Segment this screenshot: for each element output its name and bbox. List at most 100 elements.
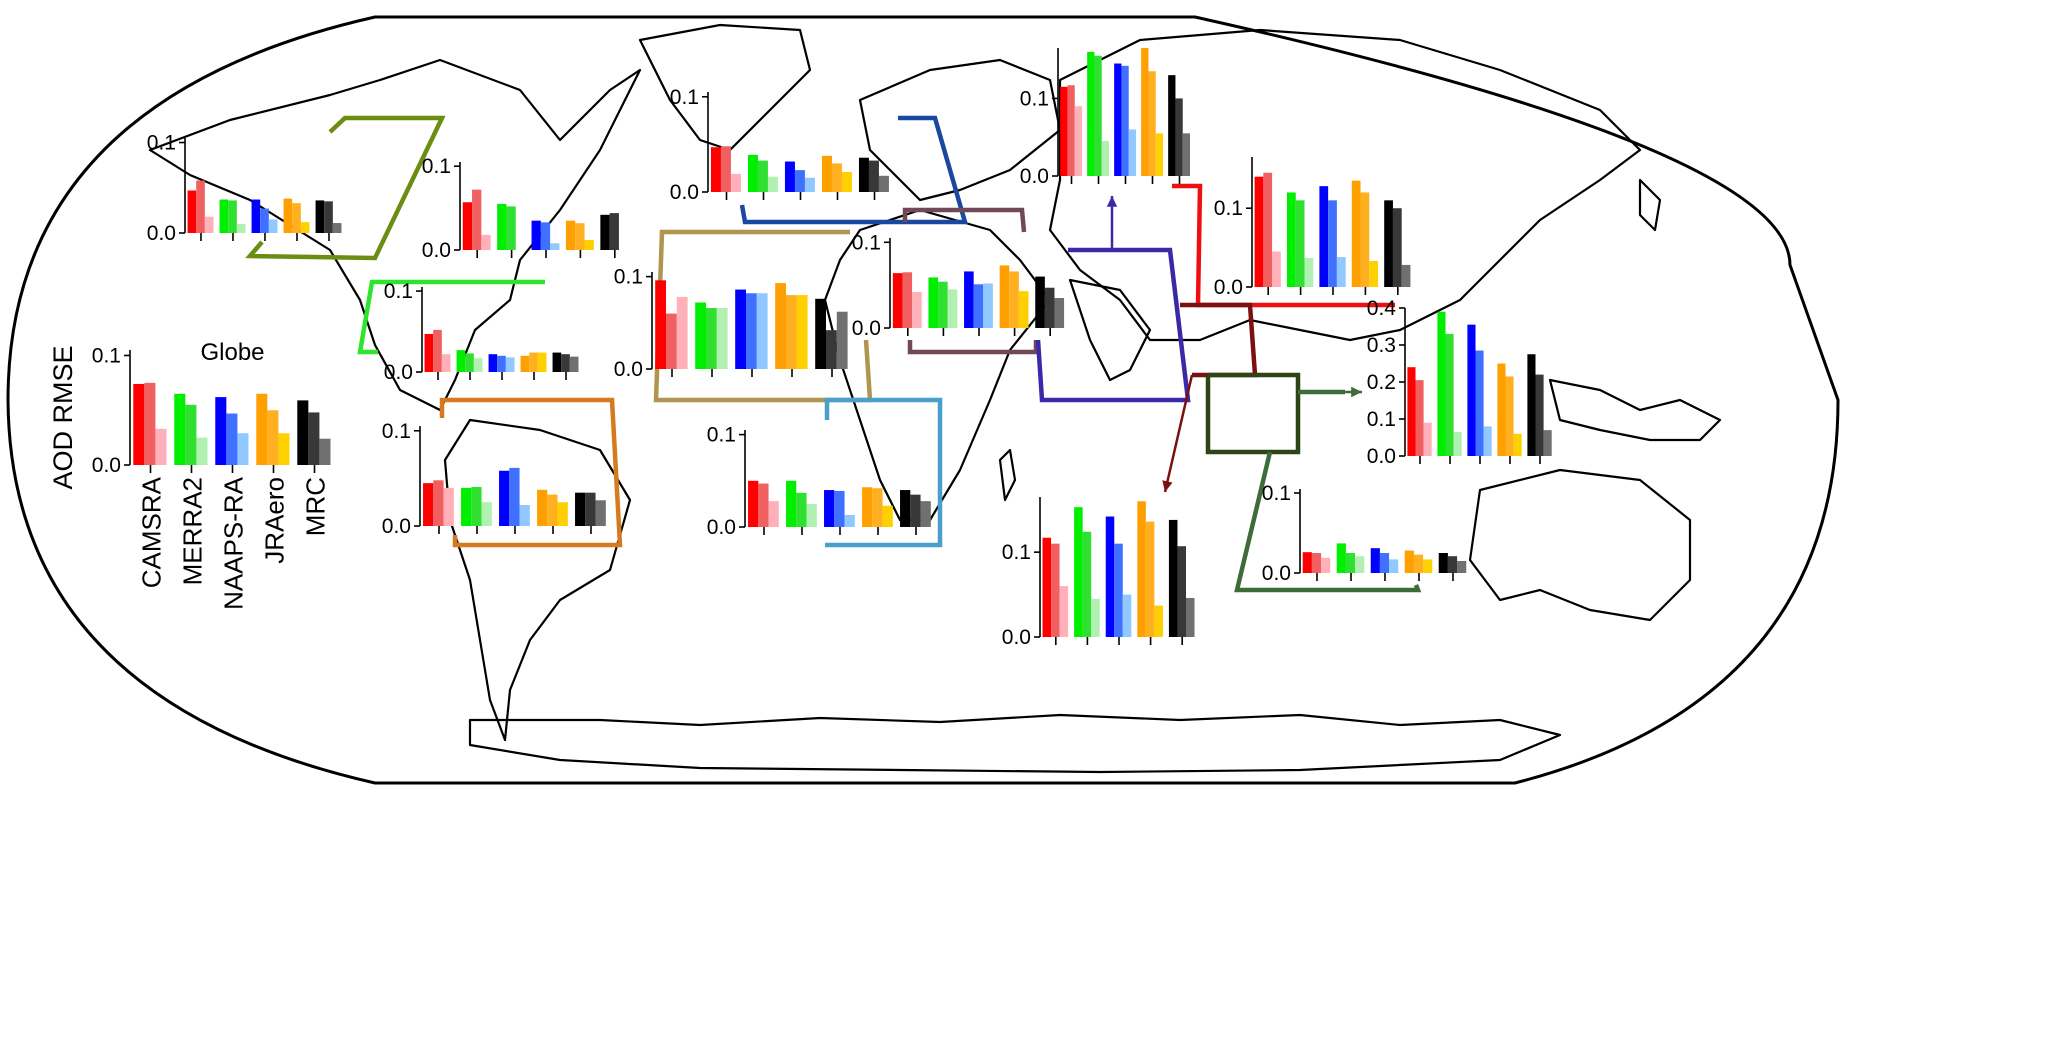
bar-jraero-1 [575, 223, 585, 250]
bar-naaps-ra-0 [735, 289, 746, 369]
bar-naaps-ra-1 [1328, 200, 1337, 287]
y-tick-label: 0.1 [422, 155, 451, 178]
connector-middle-east [902, 207, 1027, 233]
bar-jraero-2 [1513, 433, 1522, 456]
bar-naaps-ra-2 [756, 293, 768, 369]
bar-camsra-1 [758, 483, 769, 527]
bar-naaps-ra-1 [794, 170, 805, 192]
bar-jraero-1 [831, 163, 842, 192]
bar-camsra-1 [902, 272, 913, 328]
north-america-coast [148, 58, 642, 412]
y-tick-label: 0.1 [382, 420, 411, 443]
bar-camsra-0 [462, 202, 473, 250]
bar-naaps-ra-2 [519, 505, 530, 526]
bar-camsra-1 [1263, 172, 1273, 287]
world-map [6, 15, 1840, 785]
y-tick-label: 0.0 [382, 515, 411, 538]
bar-merra2-1 [1345, 553, 1356, 573]
bar-camsra-1 [666, 313, 677, 369]
bar-jraero-0 [520, 355, 530, 372]
bar-mrc-1 [585, 492, 596, 526]
y-tick-label: 0.0 [384, 361, 413, 384]
bar-merra2-2 [1091, 598, 1100, 637]
bar-mrc-1 [609, 213, 619, 250]
bar-jraero-1 [1505, 376, 1514, 456]
bar-naaps-ra-0 [1370, 548, 1380, 573]
bar-naaps-ra-1 [746, 293, 757, 369]
bar-jraero-0 [565, 220, 576, 250]
y-tick-label: 0.1 [614, 266, 643, 289]
y-tick-label: 0.0 [422, 239, 451, 262]
bar-mrc-0 [1035, 276, 1045, 328]
bar-camsra-2 [441, 354, 451, 372]
model-label-naaps-ra: NAAPS-RA [219, 476, 249, 610]
bar-camsra-0 [1060, 86, 1068, 176]
bar-mrc-0 [552, 352, 562, 372]
model-label-jraero: JRAero [260, 477, 290, 564]
model-name-labels: AOD RMSE CAMSRA MERRA2 NAAPS-RA JRAero MRC [48, 345, 331, 609]
chart-region-1: 0.0 0.1 [147, 132, 342, 245]
bar-camsra-0 [655, 280, 666, 369]
bar-mrc-2 [569, 356, 579, 372]
bar-merra2-2 [1453, 431, 1462, 456]
bar-merra2-1 [465, 353, 474, 372]
bar-camsra-1 [720, 146, 731, 192]
bar-jraero-1 [1009, 271, 1019, 328]
bar-naaps-ra-2 [550, 243, 560, 250]
bar-merra2-0 [747, 154, 758, 192]
chart-region-11: 0.0 0.1 0.2 0.3 0.4 [1367, 297, 1552, 468]
bar-naaps-ra-0 [488, 354, 498, 372]
bar-jraero-1 [292, 203, 301, 233]
bar-naaps-ra-2 [1336, 257, 1346, 287]
connector-eastern-north-america [357, 279, 545, 355]
bar-jraero-1 [1413, 554, 1424, 573]
bar-mrc-2 [319, 438, 331, 465]
europe-coast [858, 58, 1062, 202]
arrow-to-maritime-inset-head [1351, 386, 1362, 398]
bar-naaps-ra-2 [1128, 129, 1137, 176]
bar-merra2-0 [928, 277, 939, 328]
bar-naaps-ra-1 [540, 222, 551, 250]
y-tick-label: 0.0 [147, 222, 176, 245]
chart-region-6: 0.0 0.1 [670, 86, 889, 204]
y-tick-label: 0.1 [1262, 482, 1291, 505]
chart-globe: 0.0 0.1 Globe [92, 339, 331, 477]
bar-mrc-2 [878, 175, 889, 192]
bar-camsra-0 [1302, 552, 1312, 573]
bar-mrc-0 [1438, 553, 1448, 573]
chart-region-7: 0.0 0.1 [707, 424, 931, 539]
bar-naaps-ra-0 [784, 161, 795, 192]
bar-naaps-ra-1 [509, 467, 520, 526]
bar-camsra-0 [187, 190, 197, 233]
bar-merra2-1 [796, 492, 807, 527]
bar-jraero-1 [1145, 521, 1155, 637]
y-tick-label: 0.4 [1367, 297, 1397, 320]
bar-camsra-0 [423, 483, 434, 526]
model-label-camsra: CAMSRA [137, 476, 167, 588]
bar-camsra-1 [144, 382, 156, 465]
bar-jraero-2 [300, 222, 310, 233]
bar-mrc-0 [1384, 200, 1393, 287]
bar-mrc-1 [826, 330, 837, 369]
bar-merra2-1 [471, 486, 482, 526]
bar-camsra-0 [1254, 176, 1264, 287]
bar-merra2-2 [1304, 257, 1314, 287]
y-tick-label: 0.0 [852, 317, 881, 340]
y-tick-label: 0.0 [1002, 626, 1031, 649]
bar-naaps-ra-2 [1389, 559, 1399, 573]
bar-jraero-0 [821, 155, 832, 192]
y-tick-label: 0.1 [1002, 541, 1031, 564]
bar-merra2-0 [456, 350, 466, 372]
bar-naaps-ra-0 [215, 397, 227, 465]
y-tick-label: 0.0 [92, 454, 121, 477]
bar-naaps-ra-0 [1105, 516, 1115, 637]
bar-jraero-2 [557, 502, 568, 526]
bar-jraero-2 [584, 239, 594, 250]
y-tick-label: 0.3 [1367, 334, 1396, 357]
y-tick-label: 0.1 [1367, 408, 1396, 431]
bar-mrc-0 [815, 298, 826, 369]
chart-region-4: 0.0 0.1 [382, 420, 606, 538]
south-america-coast [443, 418, 632, 742]
bar-mrc-2 [332, 223, 342, 233]
bar-camsra-2 [155, 428, 167, 465]
